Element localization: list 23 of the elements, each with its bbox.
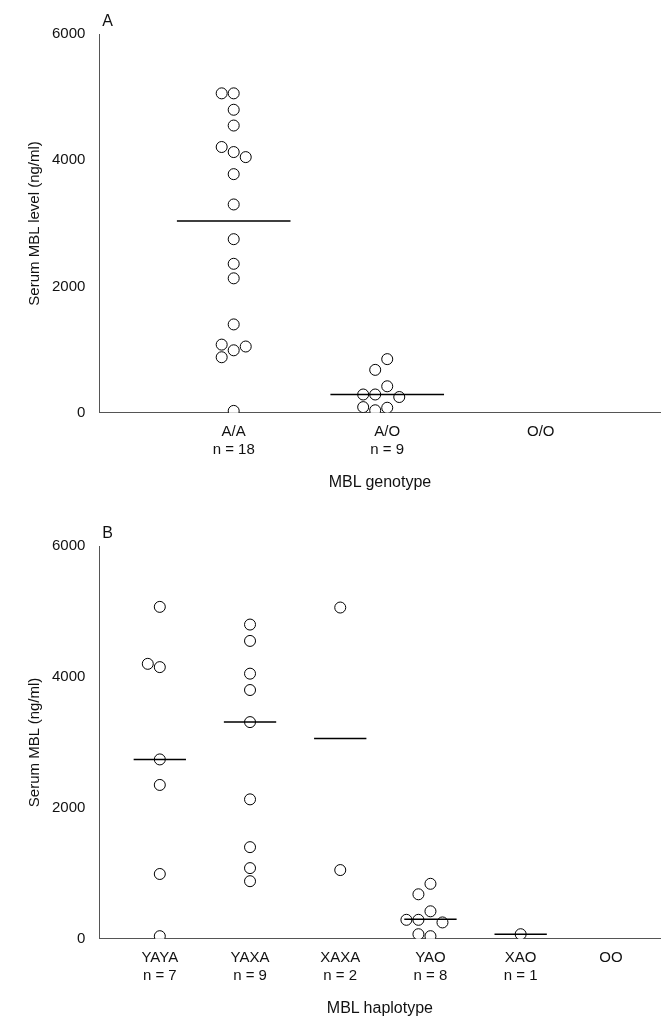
x-tick-label: OO	[599, 947, 623, 965]
y-axis-title: Serum MBL (ng/ml)	[25, 677, 43, 808]
x-tick-label: XAXA n = 2	[320, 947, 361, 983]
x-tick-label: A/O n = 9	[370, 421, 405, 457]
y-tick-label: 2000	[51, 276, 86, 294]
x-tick-label: YAYA n = 7	[141, 947, 179, 983]
y-axis-title: Serum MBL level (ng/ml)	[25, 141, 43, 306]
x-axis-title: MBL genotype	[328, 472, 432, 490]
x-tick-label: XAO n = 1	[503, 947, 538, 983]
chart-title: B	[102, 524, 114, 542]
x-axis-title: MBL haplotype	[326, 998, 434, 1016]
x-tick-label: YAXA n = 9	[230, 947, 270, 983]
x-tick-label: YAO n = 8	[413, 947, 448, 983]
y-tick-label: 4000	[51, 667, 86, 685]
y-tick-label: 0	[77, 402, 86, 420]
chart-title: A	[102, 12, 114, 30]
y-tick-label: 6000	[51, 536, 86, 554]
y-tick-label: 2000	[51, 798, 86, 816]
y-tick-label: 0	[77, 928, 86, 946]
y-tick-label: 4000	[51, 150, 86, 168]
y-tick-label: 6000	[51, 24, 86, 42]
x-tick-label: O/O	[526, 421, 555, 439]
x-tick-label: A/A n = 18	[212, 421, 255, 457]
